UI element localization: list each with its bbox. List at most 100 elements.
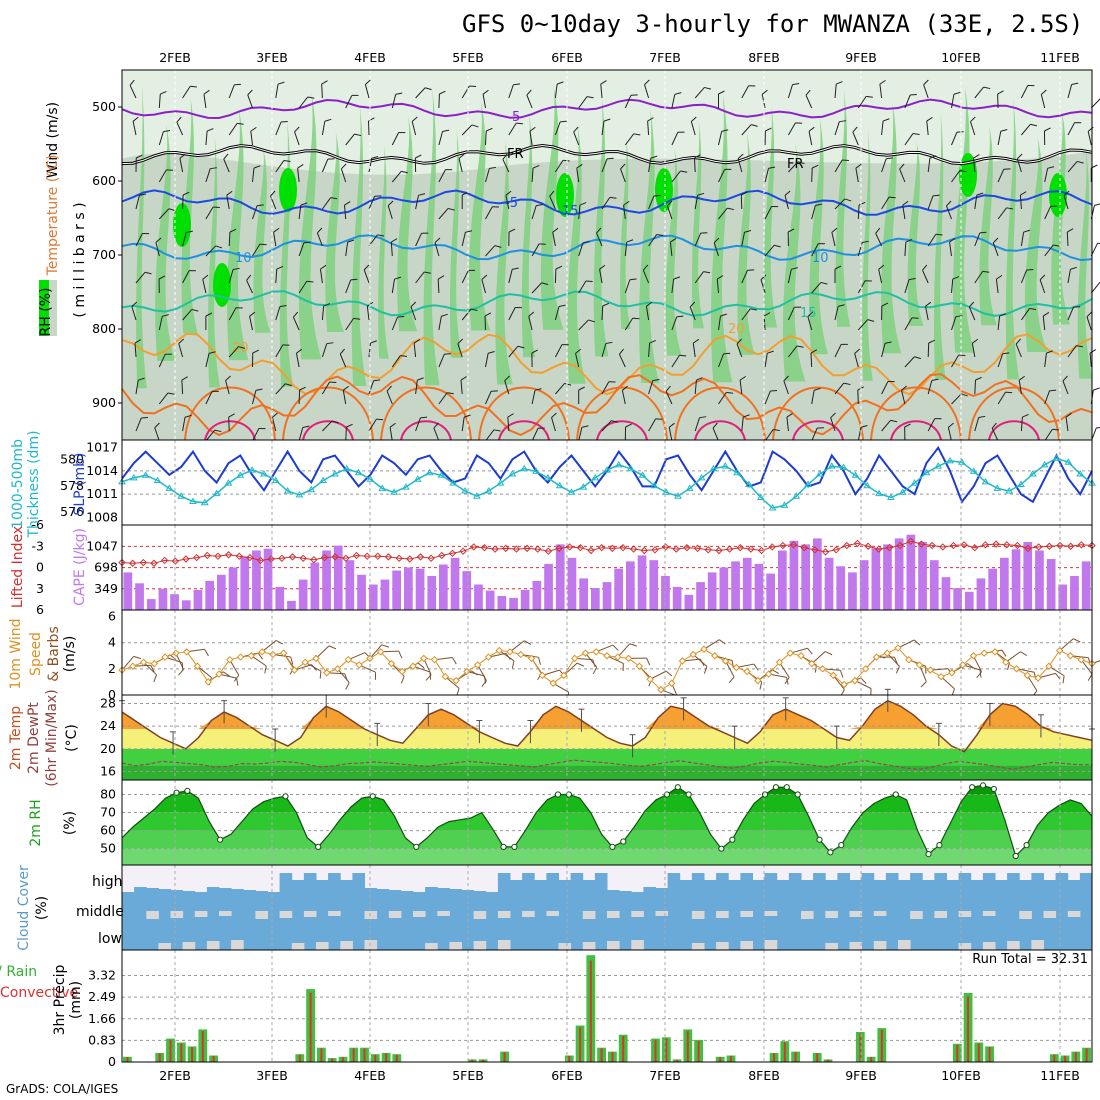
cloud-high-bar <box>534 880 547 892</box>
contour-label: 15 <box>800 306 817 321</box>
cloud-mid-gap <box>801 911 814 919</box>
rh-point <box>729 836 736 843</box>
wind-barb <box>485 390 498 405</box>
cloud-high-bar <box>679 880 693 892</box>
lifted-point <box>864 542 872 550</box>
wind-barb <box>997 207 1014 220</box>
cloud-low-gap <box>558 943 572 950</box>
wind-speed-point <box>161 653 169 661</box>
wind-barb-10m <box>143 661 158 683</box>
isotherm-hot-arch <box>498 420 550 441</box>
wind-speed-point <box>473 661 482 669</box>
wind-barb-10m <box>1059 638 1081 651</box>
wind-barb <box>1019 191 1027 210</box>
wind-speed-point <box>861 665 870 673</box>
wind-barb <box>901 385 907 405</box>
wind-speed-point <box>226 655 234 664</box>
wind-speed-point <box>236 653 245 661</box>
cloud-mid-gap <box>631 911 644 917</box>
wind-barb <box>460 376 467 395</box>
wind-speed-point <box>721 657 730 665</box>
wind-barb <box>275 305 287 321</box>
wind-barb <box>648 194 661 210</box>
wind-barb <box>508 83 521 99</box>
wind-barb <box>252 428 266 442</box>
lifted-point <box>171 557 180 565</box>
ytick-precip: 2.49 <box>88 989 116 1004</box>
lifted-point <box>1066 542 1075 550</box>
cloud-high-bar <box>594 873 608 892</box>
cloud-mid-gap <box>388 911 402 918</box>
wind-barb <box>694 86 712 99</box>
wind-barb-10m <box>315 645 337 659</box>
ylabel-precip-2: Convective <box>0 985 78 1001</box>
wind-barb <box>736 338 743 358</box>
wind-speed-point <box>883 649 891 657</box>
wind-barb <box>298 386 306 405</box>
thickness-point <box>839 463 848 470</box>
wind-barb-10m <box>261 640 284 653</box>
wind-barb <box>438 313 448 331</box>
thickness-point <box>271 476 280 484</box>
cape-bar <box>906 534 916 610</box>
ytick-slp: 1017 <box>86 440 118 455</box>
rh-point <box>413 843 420 851</box>
cloud-high-bar <box>752 880 766 892</box>
cloud-high-bar <box>1031 873 1044 892</box>
cape-bar <box>614 568 623 610</box>
wind-barb <box>1090 203 1100 220</box>
wind-barb <box>739 375 746 395</box>
wind-barb-10m <box>563 662 585 676</box>
lifted-point <box>704 546 712 554</box>
wind-barb <box>741 124 758 136</box>
cape-bar <box>766 573 775 610</box>
wind-barb <box>601 118 611 136</box>
wind-barb-10m <box>1048 665 1065 684</box>
lifted-point <box>971 543 979 552</box>
lifted-point <box>544 547 553 555</box>
lifted-point <box>150 559 158 567</box>
wind-speed-point <box>549 679 557 687</box>
wind-barb-10m <box>725 660 735 684</box>
wind-barb <box>923 79 929 99</box>
rh-high-spot <box>279 168 297 212</box>
thickness-point <box>425 468 434 476</box>
cape-bar <box>883 544 892 610</box>
ylabel-temp-3: (6hr Min/Max) <box>44 689 60 786</box>
wind-barb <box>599 264 606 284</box>
wind-barb <box>415 377 424 395</box>
lifted-point <box>139 558 148 567</box>
wind-barb <box>1065 412 1072 432</box>
wind-barb <box>689 301 696 321</box>
precip-conv-bar <box>471 1059 474 1062</box>
isotherm--10 <box>121 189 1093 216</box>
wind-barb <box>692 338 700 358</box>
wind-barb <box>951 276 960 294</box>
xtick-bottom: 8FEB <box>748 1068 780 1083</box>
footer-credit: GrADS: COLA/IGES <box>6 1082 119 1096</box>
wind-barb <box>249 311 256 331</box>
wind-barb <box>642 264 650 284</box>
cloud-mid-gap <box>764 911 778 916</box>
wind-barb <box>438 353 452 368</box>
wind-barb <box>671 170 688 183</box>
rh-point <box>500 843 507 851</box>
precip-conv-bar <box>589 960 592 1062</box>
wind-barb <box>1067 160 1084 173</box>
cloud-low-gap <box>1007 941 1020 950</box>
wind-barb <box>182 191 190 210</box>
wind-barb <box>1089 349 1097 368</box>
cape-bar <box>404 567 413 610</box>
precip-conv-bar <box>859 1033 862 1062</box>
cloud-mid-gap <box>219 911 232 916</box>
lifted-point <box>182 555 190 563</box>
wind-speed-point <box>969 652 978 660</box>
ytick-thickness: 576 <box>60 504 84 519</box>
wind-barb <box>621 385 628 405</box>
lifted-point <box>160 556 169 565</box>
panel-frame <box>121 949 1093 1063</box>
wind-barb <box>246 274 253 294</box>
isotherm-hot-arch <box>596 420 648 441</box>
wind-barb-10m <box>369 644 390 659</box>
cloud-low-gap <box>231 940 244 950</box>
